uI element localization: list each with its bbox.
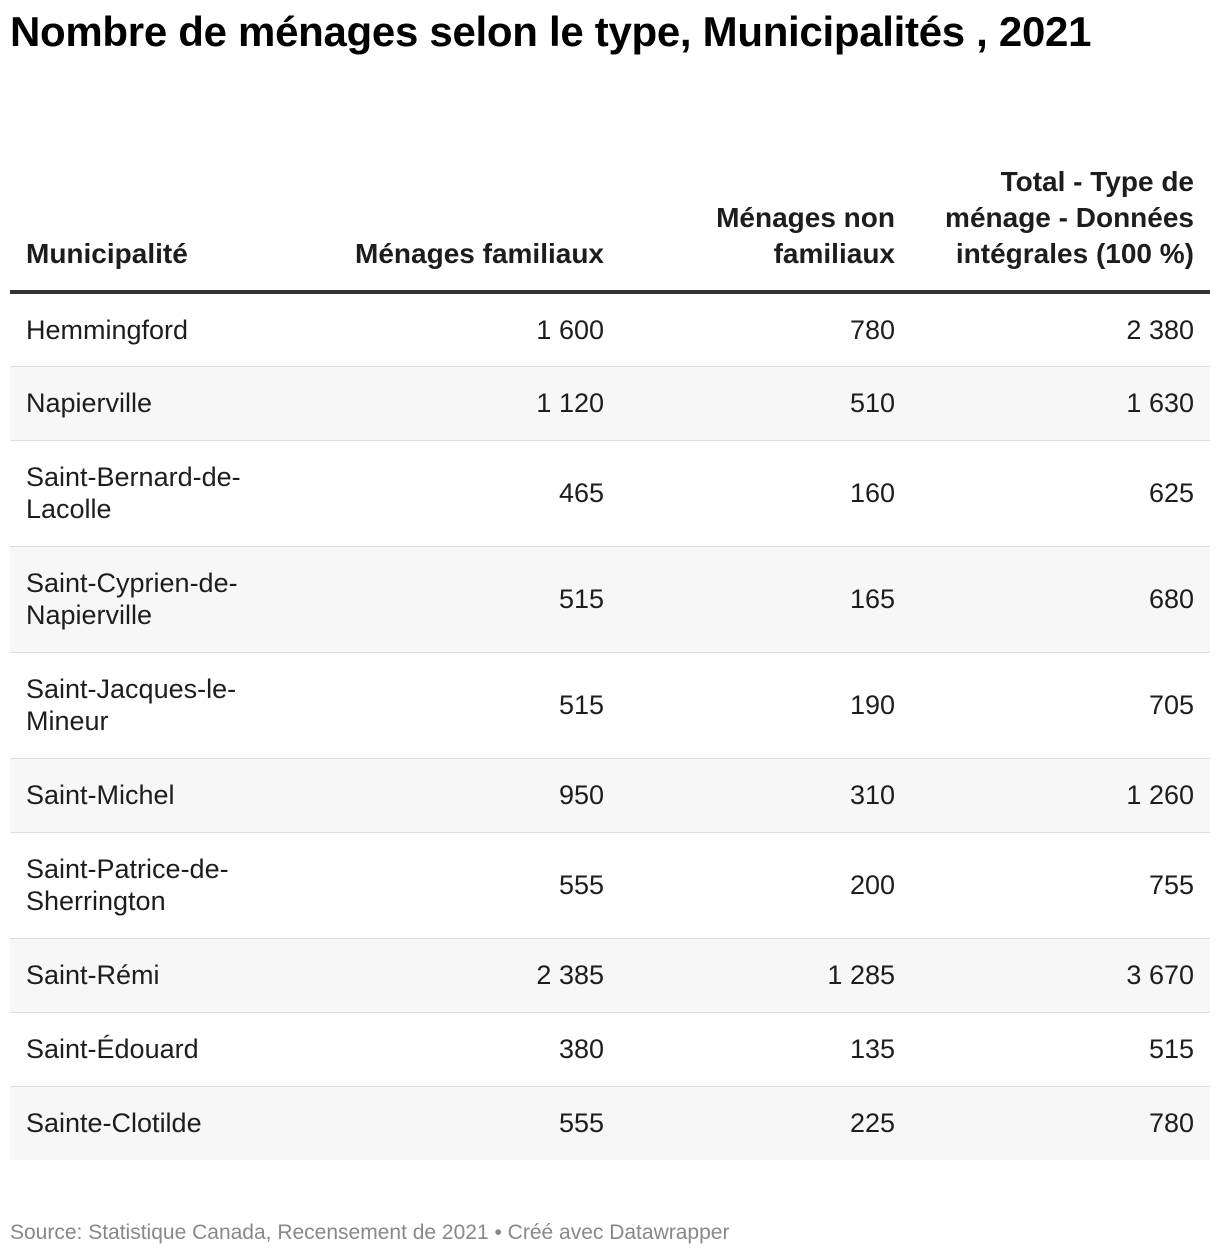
cell-municipalite: Hemmingford [10, 292, 310, 367]
cell-menages-familiaux: 465 [310, 440, 620, 547]
table-row: Saint-Michel 950 310 1 260 [10, 758, 1210, 833]
table-row: Saint-Cyprien-de-Napierville 515 165 680 [10, 546, 1210, 653]
cell-menages-familiaux: 1 120 [310, 366, 620, 441]
cell-total: 755 [911, 832, 1210, 939]
cell-total: 705 [911, 652, 1210, 759]
cell-menages-familiaux: 555 [310, 832, 620, 939]
cell-menages-familiaux: 1 600 [310, 292, 620, 367]
cell-menages-non-familiaux: 310 [620, 758, 911, 833]
cell-municipalite: Sainte-Clotilde [10, 1086, 310, 1160]
cell-menages-non-familiaux: 190 [620, 652, 911, 759]
cell-municipalite: Saint-Bernard-de-Lacolle [10, 440, 310, 547]
cell-menages-non-familiaux: 510 [620, 366, 911, 441]
cell-menages-non-familiaux: 135 [620, 1012, 911, 1087]
table-row: Saint-Rémi 2 385 1 285 3 670 [10, 938, 1210, 1013]
cell-menages-non-familiaux: 160 [620, 440, 911, 547]
cell-municipalite: Saint-Cyprien-de-Napierville [10, 546, 310, 653]
cell-municipalite: Saint-Jacques-le-Mineur [10, 652, 310, 759]
cell-municipalite: Saint-Rémi [10, 938, 310, 1013]
table-header-row: Municipalité Ménages familiaux Ménages n… [10, 112, 1210, 294]
cell-municipalite: Saint-Édouard [10, 1012, 310, 1087]
cell-menages-familiaux: 950 [310, 758, 620, 833]
column-header-municipalite[interactable]: Municipalité [10, 112, 310, 294]
cell-menages-familiaux: 555 [310, 1086, 620, 1160]
cell-menages-non-familiaux: 1 285 [620, 938, 911, 1013]
table-row: Saint-Bernard-de-Lacolle 465 160 625 [10, 440, 1210, 547]
cell-total: 680 [911, 546, 1210, 653]
cell-total: 1 260 [911, 758, 1210, 833]
cell-total: 3 670 [911, 938, 1210, 1013]
cell-total: 625 [911, 440, 1210, 547]
cell-menages-familiaux: 2 385 [310, 938, 620, 1013]
cell-municipalite: Saint-Patrice-de-Sherrington [10, 832, 310, 939]
cell-total: 1 630 [911, 366, 1210, 441]
column-header-menages-non-familiaux[interactable]: Ménages non familiaux [620, 112, 911, 294]
table-row: Hemmingford 1 600 780 2 380 [10, 292, 1210, 367]
chart-title: Nombre de ménages selon le type, Municip… [10, 8, 1092, 55]
table-row: Saint-Édouard 380 135 515 [10, 1012, 1210, 1087]
cell-menages-familiaux: 515 [310, 546, 620, 653]
cell-menages-non-familiaux: 225 [620, 1086, 911, 1160]
cell-menages-familiaux: 380 [310, 1012, 620, 1087]
cell-menages-non-familiaux: 780 [620, 292, 911, 367]
cell-total: 780 [911, 1086, 1210, 1160]
cell-menages-non-familiaux: 200 [620, 832, 911, 939]
column-header-menages-familiaux[interactable]: Ménages familiaux [310, 112, 620, 294]
table-row: Napierville 1 120 510 1 630 [10, 366, 1210, 441]
column-header-total[interactable]: Total - Type de ménage - Données intégra… [911, 112, 1210, 294]
table-row: Saint-Patrice-de-Sherrington 555 200 755 [10, 832, 1210, 939]
table-row: Sainte-Clotilde 555 225 780 [10, 1086, 1210, 1160]
cell-municipalite: Napierville [10, 366, 310, 441]
cell-total: 2 380 [911, 292, 1210, 367]
cell-menages-non-familiaux: 165 [620, 546, 911, 653]
data-table: Municipalité Ménages familiaux Ménages n… [10, 112, 1210, 1160]
source-footer: Source: Statistique Canada, Recensement … [10, 1221, 730, 1244]
cell-total: 515 [911, 1012, 1210, 1087]
cell-municipalite: Saint-Michel [10, 758, 310, 833]
table-row: Saint-Jacques-le-Mineur 515 190 705 [10, 652, 1210, 759]
cell-menages-familiaux: 515 [310, 652, 620, 759]
